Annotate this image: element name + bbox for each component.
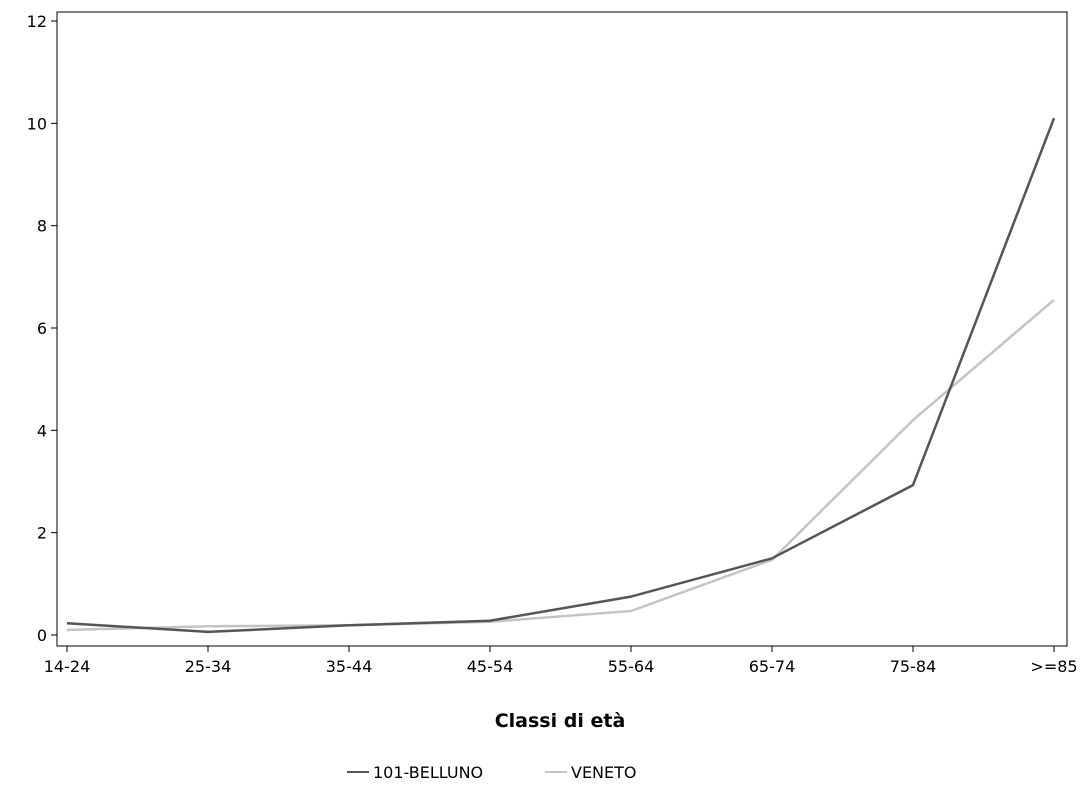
series-line-101-belluno: [66, 117, 1056, 634]
y-tick-label: 0: [37, 626, 47, 645]
x-tick-label: 25-34: [185, 657, 232, 676]
x-axis: 14-24 25-34 35-44 45-54 55-64 65-74 75-84 >=85: [44, 646, 1078, 676]
series-lines: [66, 117, 1056, 634]
x-tick-label: 45-54: [467, 657, 514, 676]
y-tick-label: 10: [27, 114, 47, 133]
x-tick-label: 55-64: [608, 657, 655, 676]
x-tick-label: >=85: [1030, 657, 1077, 676]
x-tick-label: 65-74: [749, 657, 796, 676]
y-tick-label: 8: [37, 217, 47, 236]
plot-frame: [56, 11, 1068, 647]
legend: 101-BELLUNO VENETO: [347, 763, 637, 782]
x-tick-label: 14-24: [44, 657, 91, 676]
x-tick-label: 35-44: [326, 657, 373, 676]
y-tick-label: 6: [37, 319, 47, 338]
legend-label: VENETO: [571, 763, 637, 782]
y-tick-label: 2: [37, 524, 47, 543]
y-tick-label: 4: [37, 421, 47, 440]
legend-label: 101-BELLUNO: [373, 763, 483, 782]
series-line-veneto: [66, 298, 1055, 632]
y-tick-label: 12: [27, 12, 47, 31]
x-tick-label: 75-84: [890, 657, 937, 676]
y-axis: 0 2 4 6 8 10 12: [27, 12, 57, 645]
x-axis-title: Classi di età: [495, 710, 626, 732]
